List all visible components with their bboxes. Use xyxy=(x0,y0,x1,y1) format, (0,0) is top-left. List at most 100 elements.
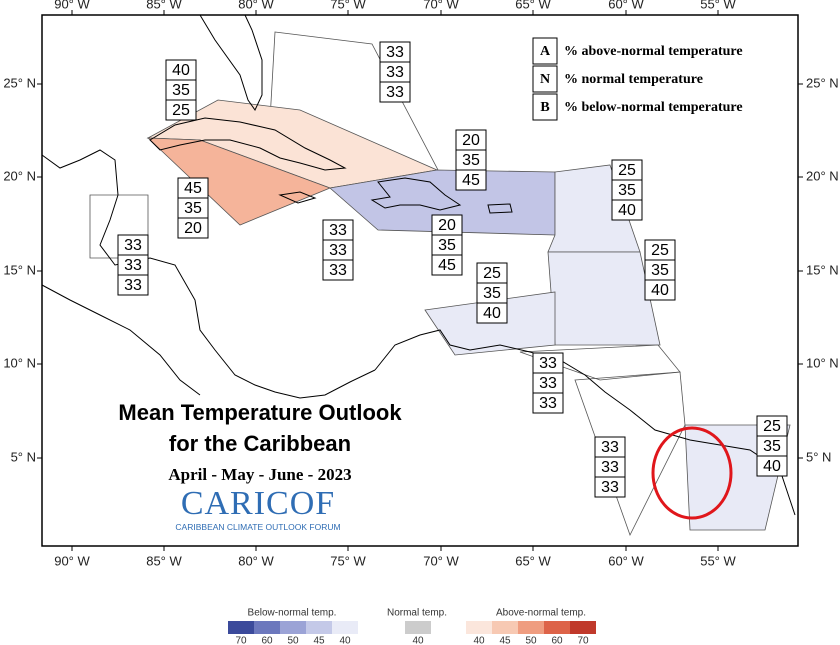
probability-value: 33 xyxy=(601,459,619,476)
probability-value: 33 xyxy=(329,242,347,259)
probability-value: 40 xyxy=(763,458,781,475)
probability-value: 45 xyxy=(438,257,456,274)
probability-value: 35 xyxy=(184,200,202,217)
probability-value: 35 xyxy=(651,262,669,279)
outlook-zone xyxy=(547,251,661,346)
legend-swatch xyxy=(228,621,254,634)
key-text: % normal temperature xyxy=(564,72,703,87)
longitude-label: 55° W xyxy=(700,0,736,11)
probability-value: 20 xyxy=(184,220,202,237)
probability-box xyxy=(644,279,676,301)
longitude-label: 65° W xyxy=(515,553,551,568)
probability-value: 33 xyxy=(386,64,404,81)
legend-label: 45 xyxy=(499,636,511,645)
color-legend: Below-normal temp. 70 60 50 45 40 Normal temp.… xyxy=(228,608,596,645)
subtitle: April - May - June - 2023 xyxy=(168,465,351,484)
probability-value: 25 xyxy=(483,265,501,282)
latitude-label: 5° N xyxy=(11,449,36,464)
coast-central-america-pacific xyxy=(41,284,201,396)
probability-value: 33 xyxy=(539,355,557,372)
logo-tagline: CARIBBEAN CLIMATE OUTLOOK FORUM xyxy=(175,522,340,532)
probability-value: 25 xyxy=(651,242,669,259)
title-block: Mean Temperature Outlook for the Caribbe… xyxy=(118,400,402,532)
longitude-label: 70° W xyxy=(423,0,459,11)
probability-value: 33 xyxy=(124,257,142,274)
legend-label: 50 xyxy=(525,636,537,645)
key-text: % below-normal temperature xyxy=(564,100,743,115)
probability-value: 40 xyxy=(483,305,501,322)
probability-value: 33 xyxy=(124,237,142,254)
latitude-label: 20° N xyxy=(3,168,36,183)
legend-swatch xyxy=(280,621,306,634)
key-letter: B xyxy=(540,100,549,115)
logo: CARICOF xyxy=(181,485,335,522)
probability-box xyxy=(322,259,354,281)
longitude-label: 55° W xyxy=(700,553,736,568)
coast-cuba xyxy=(149,117,347,171)
coast-puerto-rico xyxy=(487,203,513,214)
latitude-label: 15° N xyxy=(3,262,36,277)
probability-value: 35 xyxy=(618,182,636,199)
probability-value: 35 xyxy=(172,82,190,99)
longitude-label: 60° W xyxy=(608,0,644,11)
legend-label: 40 xyxy=(412,636,424,645)
probability-value: 33 xyxy=(601,439,619,456)
latitude-label: 25° N xyxy=(3,75,36,90)
latitude-label: 25° N xyxy=(806,75,839,90)
probability-box xyxy=(431,254,463,276)
probability-value: 25 xyxy=(172,102,190,119)
legend-label: 40 xyxy=(339,636,351,645)
probability-value: 33 xyxy=(539,395,557,412)
probability-box xyxy=(476,302,508,324)
latitude-label: 10° N xyxy=(3,355,36,370)
legend-title: Above-normal temp. xyxy=(496,608,586,619)
key-box xyxy=(532,37,558,65)
coast-central-america xyxy=(41,149,376,399)
probability-value: 33 xyxy=(539,375,557,392)
probability-value: 33 xyxy=(386,44,404,61)
key-letter: A xyxy=(540,44,551,59)
probability-value: 45 xyxy=(184,180,202,197)
longitude-label: 80° W xyxy=(238,553,274,568)
latitude-label: 20° N xyxy=(806,168,839,183)
legend-swatch xyxy=(254,621,280,634)
legend-label: 60 xyxy=(261,636,273,645)
latitude-label: 10° N xyxy=(806,355,839,370)
longitude-label: 75° W xyxy=(330,553,366,568)
probability-box xyxy=(117,274,149,296)
probability-box xyxy=(611,199,643,221)
probability-value: 40 xyxy=(618,202,636,219)
legend-label: 50 xyxy=(287,636,299,645)
coast-south-america xyxy=(374,329,796,516)
title-line: for the Caribbean xyxy=(169,431,351,456)
probability-value: 40 xyxy=(651,282,669,299)
probability-box xyxy=(532,392,564,414)
legend-swatch xyxy=(466,621,492,634)
longitude-label: 70° W xyxy=(423,553,459,568)
probability-value: 33 xyxy=(329,262,347,279)
title-line: Mean Temperature Outlook xyxy=(118,400,402,425)
longitude-label: 65° W xyxy=(515,0,551,11)
probability-value: 25 xyxy=(763,418,781,435)
coastlines xyxy=(41,14,796,516)
legend-title: Normal temp. xyxy=(387,608,447,619)
key-box xyxy=(532,65,558,93)
map-frame xyxy=(41,14,799,547)
axes: 90° W 90° W 85° W 85° W 80° W 80° W 75° W 75° W… xyxy=(3,0,838,568)
probability-box xyxy=(177,217,209,239)
probability-value: 35 xyxy=(483,285,501,302)
longitude-label: 90° W xyxy=(54,553,90,568)
legend-swatch xyxy=(492,621,518,634)
probability-value: 33 xyxy=(329,222,347,239)
legend-label: 45 xyxy=(313,636,325,645)
probability-box xyxy=(165,99,197,121)
longitude-label: 90° W xyxy=(54,0,90,11)
legend-label: 70 xyxy=(235,636,247,645)
coast-hispaniola xyxy=(370,177,462,211)
longitude-label: 60° W xyxy=(608,553,644,568)
zone-layer xyxy=(89,31,791,537)
longitude-label: 85° W xyxy=(146,0,182,11)
probability-box xyxy=(379,81,411,103)
legend-label: 60 xyxy=(551,636,563,645)
legend-swatch xyxy=(306,621,332,634)
